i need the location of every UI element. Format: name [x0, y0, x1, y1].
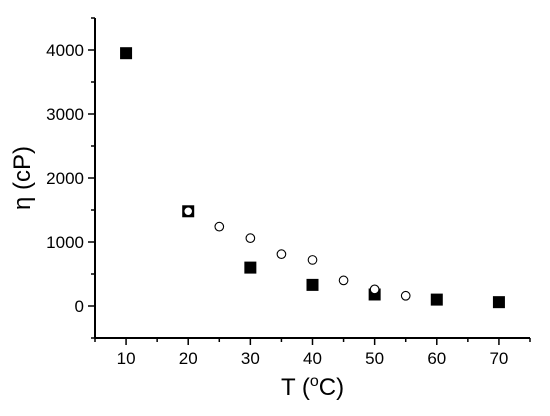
data-point-circle — [338, 275, 349, 286]
data-point-circle — [183, 206, 194, 217]
data-point-circle — [369, 284, 380, 295]
x-tick-label: 20 — [179, 349, 198, 368]
x-tick-label: 30 — [241, 349, 260, 368]
data-point-square — [306, 278, 319, 291]
y-tick-label: 3000 — [46, 105, 84, 124]
data-point-circle — [245, 233, 256, 244]
y-tick-label: 0 — [75, 297, 84, 316]
tick-labels: 10 20 30 40 50 60 70 0 1000 2000 3000 4000 — [46, 41, 508, 368]
data-point-circle — [400, 290, 411, 301]
series-2 — [183, 206, 411, 301]
data-point-square — [430, 293, 443, 306]
y-tick-label: 4000 — [46, 41, 84, 60]
data-point-square — [244, 261, 257, 274]
x-tick-label: 10 — [117, 349, 136, 368]
data-series — [120, 47, 505, 309]
x-tick-label: 60 — [427, 349, 446, 368]
y-tick-label: 2000 — [46, 169, 84, 188]
x-tick-label: 70 — [489, 349, 508, 368]
tick-marks — [88, 17, 531, 345]
y-axis-title: η (cP) — [9, 146, 36, 210]
x-tick-label: 40 — [303, 349, 322, 368]
data-point-square — [492, 296, 505, 309]
data-point-circle — [276, 249, 287, 260]
data-point-circle — [214, 221, 225, 232]
x-tick-label: 50 — [365, 349, 384, 368]
x-axis-title: T (oC) — [281, 373, 344, 401]
data-point-circle — [307, 255, 318, 265]
series-1 — [120, 47, 505, 309]
data-point-square — [120, 47, 133, 60]
y-tick-label: 1000 — [46, 233, 84, 252]
